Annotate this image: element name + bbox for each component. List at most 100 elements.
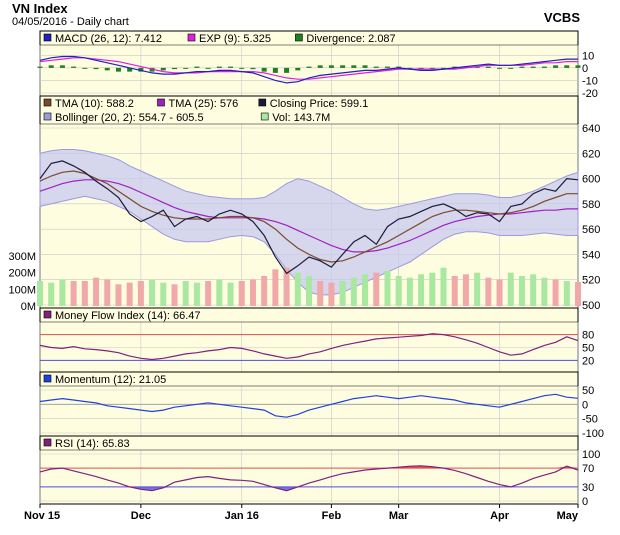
divergence-bar — [519, 66, 525, 68]
y-tick-label-mfi: 50 — [582, 343, 594, 355]
volume-bar — [406, 277, 413, 306]
divergence-bar — [362, 65, 368, 68]
divergence-bar — [138, 67, 144, 72]
divergence-bar — [485, 66, 491, 68]
y-tick-label-mfi: 80 — [582, 330, 594, 342]
volume-bar — [261, 276, 268, 306]
divergence-bar — [340, 65, 346, 68]
y-tick-label-price: 640 — [582, 123, 600, 135]
volume-bar — [474, 272, 481, 306]
volume-tick-label: 200M — [8, 268, 36, 280]
divergence-bar — [306, 66, 312, 68]
divergence-bar — [396, 66, 402, 68]
divergence-bar — [228, 66, 234, 68]
legend-swatch — [157, 98, 165, 107]
divergence-bar — [160, 67, 166, 71]
y-tick-label-rsi: 70 — [582, 463, 594, 475]
divergence-bar — [37, 66, 43, 68]
divergence-bar — [48, 65, 54, 68]
chart-subtitle: 04/05/2016 - Daily chart — [12, 16, 129, 28]
volume-bar — [283, 267, 290, 306]
divergence-bar — [250, 67, 256, 70]
momentum-line — [39, 393, 579, 418]
volume-bar — [462, 274, 469, 306]
legend-label: MACD (26, 12): 7.412 — [55, 33, 162, 45]
volume-bar — [306, 276, 312, 306]
divergence-bar — [172, 67, 177, 70]
volume-bar — [37, 281, 43, 306]
panel-mfi — [39, 307, 579, 373]
volume-tick-label: 300M — [8, 251, 36, 263]
volume-bar — [104, 279, 111, 306]
divergence-bar — [71, 66, 77, 68]
y-tick-label-price: 500 — [582, 300, 600, 312]
x-tick-label: Nov 15 — [24, 510, 60, 522]
divergence-bar — [508, 67, 514, 69]
divergence-bar — [194, 66, 200, 68]
legend-swatch — [43, 374, 52, 383]
volume-bar — [227, 282, 234, 306]
volume-bar — [317, 281, 324, 306]
y-tick-label-momentum: -50 — [582, 414, 598, 426]
volume-bar — [518, 276, 525, 306]
y-tick-label-macd: -20 — [582, 88, 598, 100]
volume-bar — [48, 282, 55, 306]
x-tick-label: Jan 16 — [225, 510, 259, 522]
divergence-bar — [216, 66, 222, 68]
y-tick-label-price: 540 — [582, 249, 600, 261]
volume-bar — [451, 276, 458, 306]
tma10-line — [39, 170, 578, 263]
divergence-bar — [441, 67, 446, 69]
y-tick-label-rsi: 100 — [582, 449, 600, 461]
volume-bar — [418, 274, 425, 306]
divergence-bar — [575, 65, 581, 68]
mfi-line — [39, 333, 579, 361]
divergence-bar — [183, 67, 189, 69]
x-tick-label: Mar — [389, 510, 409, 522]
volume-bar — [395, 276, 402, 306]
y-tick-label-momentum: 0 — [582, 399, 588, 411]
divergence-bar — [463, 66, 469, 68]
legend-label: Vol: 143.7M — [272, 112, 330, 124]
volume-bar — [216, 279, 223, 306]
volume-bar — [193, 282, 200, 306]
y-tick-label-price: 620 — [582, 148, 600, 160]
divergence-bar — [205, 67, 211, 69]
divergence-bar — [564, 65, 570, 68]
y-tick-label-macd: 0 — [582, 63, 588, 75]
y-tick-label-price: 560 — [582, 224, 600, 236]
volume-bar — [70, 281, 77, 306]
divergence-bar — [295, 67, 301, 71]
volume-bar — [182, 281, 189, 306]
legend-label: Momentum (12): 21.05 — [55, 374, 166, 386]
volume-bar — [160, 282, 167, 306]
volume-bar — [373, 272, 380, 306]
legend-label: Closing Price: 599.1 — [270, 98, 368, 110]
legend-swatch — [187, 33, 196, 42]
y-tick-label-rsi: 30 — [582, 482, 594, 494]
volume-bar — [530, 274, 537, 306]
divergence-bar — [115, 67, 121, 72]
volume-bar — [328, 282, 335, 306]
volume-bar — [552, 279, 559, 306]
divergence-bar — [239, 67, 245, 69]
volume-bar — [59, 279, 66, 306]
divergence-bar — [149, 67, 155, 72]
x-tick-label: Apr — [490, 510, 510, 522]
y-tick-label-momentum: -100 — [582, 428, 604, 440]
legend-label: EXP (9): 5.325 — [199, 33, 271, 45]
volume-bar — [205, 281, 212, 306]
volume-bar — [563, 281, 570, 306]
legend-swatch — [295, 33, 303, 42]
divergence-bar — [429, 67, 435, 70]
bollinger-band — [39, 149, 579, 296]
tma25-line — [39, 179, 578, 253]
volume-bar — [575, 282, 581, 306]
divergence-bar — [541, 66, 547, 68]
y-tick-label-mfi: 20 — [582, 355, 594, 367]
y-tick-label-macd: -10 — [582, 75, 598, 87]
legend-swatch — [43, 310, 52, 319]
divergence-bar — [384, 66, 390, 68]
divergence-bar — [351, 65, 357, 68]
divergence-bar — [328, 65, 334, 68]
